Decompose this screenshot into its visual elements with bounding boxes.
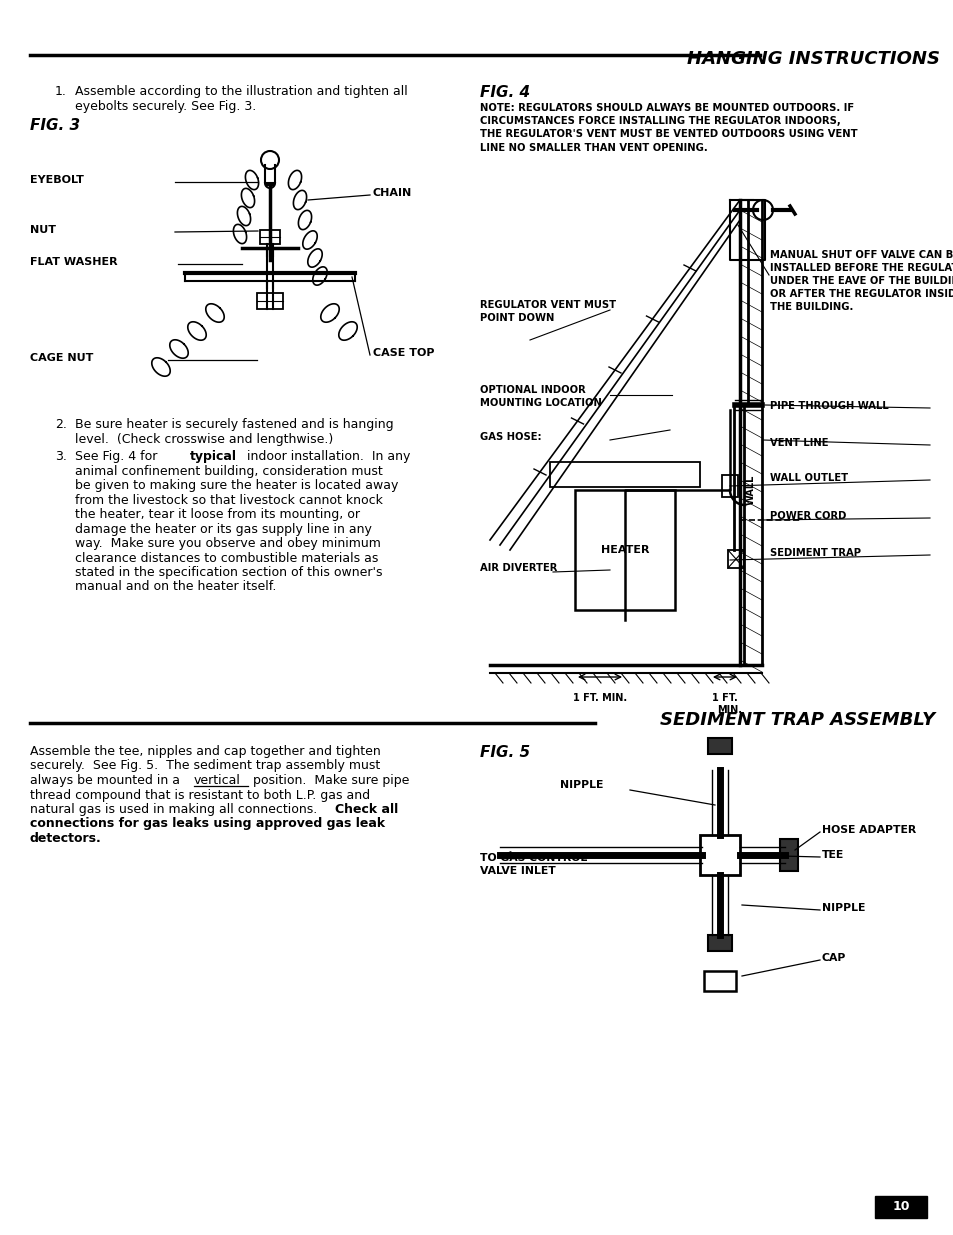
Text: OPTIONAL INDOOR: OPTIONAL INDOOR [479,385,585,395]
Text: eyebolts securely. See Fig. 3.: eyebolts securely. See Fig. 3. [75,100,256,112]
Text: CAP: CAP [821,953,845,963]
Bar [721,475,738,496]
Bar [700,835,740,876]
Text: FIG. 4: FIG. 4 [479,85,530,100]
Text: OR AFTER THE REGULATOR INSIDE: OR AFTER THE REGULATOR INSIDE [769,289,953,299]
Text: Be sure heater is securely fastened and is hanging: Be sure heater is securely fastened and … [75,417,394,431]
Text: VENT LINE: VENT LINE [769,438,827,448]
Circle shape [752,200,772,220]
Text: CASE TOP: CASE TOP [373,348,434,358]
Text: NIPPLE: NIPPLE [559,781,602,790]
Text: WALL: WALL [745,474,755,505]
Text: 3.: 3. [55,450,67,463]
Text: always be mounted in a: always be mounted in a [30,774,184,787]
Text: damage the heater or its gas supply line in any: damage the heater or its gas supply line… [75,522,372,536]
Text: TO GAS CONTROL: TO GAS CONTROL [479,853,587,863]
Text: NOTE: REGULATORS SHOULD ALWAYS BE MOUNTED OUTDOORS. IF
CIRCUMSTANCES FORCE INSTA: NOTE: REGULATORS SHOULD ALWAYS BE MOUNTE… [479,103,857,153]
Text: FIG. 5: FIG. 5 [479,745,530,760]
Bar [727,550,743,568]
Text: animal confinement building, consideration must: animal confinement building, considerati… [75,464,382,478]
Text: EYEBOLT: EYEBOLT [30,175,84,185]
Bar [780,839,797,871]
Text: WALL OUTLET: WALL OUTLET [769,473,847,483]
Text: SEDIMENT TRAP: SEDIMENT TRAP [769,548,861,558]
Text: INSTALLED BEFORE THE REGULATOR: INSTALLED BEFORE THE REGULATOR [769,263,953,273]
Text: vertical: vertical [193,774,240,787]
Text: typical: typical [190,450,236,463]
Text: UNDER THE EAVE OF THE BUILDING,: UNDER THE EAVE OF THE BUILDING, [769,275,953,287]
Bar [874,1195,926,1218]
Text: from the livestock so that livestock cannot knock: from the livestock so that livestock can… [75,494,382,506]
Text: connections for gas leaks using approved gas leak: connections for gas leaks using approved… [30,818,385,830]
Text: MOUNTING LOCATION: MOUNTING LOCATION [479,398,601,408]
Text: MIN.: MIN. [717,705,741,715]
Text: 2.: 2. [55,417,67,431]
Text: natural gas is used in making all connections.: natural gas is used in making all connec… [30,803,325,816]
Text: thread compound that is resistant to both L.P. gas and: thread compound that is resistant to bot… [30,788,370,802]
Bar [256,293,283,309]
Bar [550,462,700,487]
Text: VALVE INLET: VALVE INLET [479,866,556,876]
Text: 1 FT. MIN.: 1 FT. MIN. [573,693,626,703]
Text: AIR DIVERTER: AIR DIVERTER [479,563,557,573]
Text: 10: 10 [891,1200,909,1214]
Text: securely.  See Fig. 5.  The sediment trap assembly must: securely. See Fig. 5. The sediment trap … [30,760,380,773]
Text: stated in the specification section of this owner's: stated in the specification section of t… [75,566,382,579]
Text: THE BUILDING.: THE BUILDING. [769,303,853,312]
Text: POINT DOWN: POINT DOWN [479,312,554,324]
Text: clearance distances to combustible materials as: clearance distances to combustible mater… [75,552,378,564]
Text: Check all: Check all [335,803,397,816]
Text: the heater, tear it loose from its mounting, or: the heater, tear it loose from its mount… [75,508,359,521]
Text: 1 FT.: 1 FT. [711,693,737,703]
Text: Assemble the tee, nipples and cap together and tighten: Assemble the tee, nipples and cap togeth… [30,745,380,758]
Bar [703,971,735,990]
Text: MANUAL SHUT OFF VALVE CAN BE: MANUAL SHUT OFF VALVE CAN BE [769,249,953,261]
Bar [707,739,731,755]
Text: manual and on the heater itself.: manual and on the heater itself. [75,580,276,594]
Text: HOSE ADAPTER: HOSE ADAPTER [821,825,915,835]
Text: be given to making sure the heater is located away: be given to making sure the heater is lo… [75,479,398,492]
Text: detectors.: detectors. [30,832,102,845]
Text: 1.: 1. [55,85,67,98]
Text: FLAT WASHER: FLAT WASHER [30,257,117,267]
Text: See Fig. 4 for: See Fig. 4 for [75,450,161,463]
Text: POWER CORD: POWER CORD [769,511,845,521]
Bar [575,490,675,610]
Text: FIG. 3: FIG. 3 [30,119,80,133]
Text: way.  Make sure you observe and obey minimum: way. Make sure you observe and obey mini… [75,537,380,550]
Text: PIPE THROUGH WALL: PIPE THROUGH WALL [769,401,888,411]
Text: level.  (Check crosswise and lengthwise.): level. (Check crosswise and lengthwise.) [75,433,333,446]
Text: NUT: NUT [30,225,56,235]
Text: Assemble according to the illustration and tighten all: Assemble according to the illustration a… [75,85,407,98]
Text: TEE: TEE [821,850,843,860]
Text: CAGE NUT: CAGE NUT [30,353,93,363]
Text: indoor installation.  In any: indoor installation. In any [243,450,410,463]
Text: CHAIN: CHAIN [373,188,412,198]
Text: HEATER: HEATER [600,545,649,555]
Text: position.  Make sure pipe: position. Make sure pipe [249,774,409,787]
Text: REGULATOR VENT MUST: REGULATOR VENT MUST [479,300,616,310]
Text: SEDIMENT TRAP ASSEMBLY: SEDIMENT TRAP ASSEMBLY [659,711,934,729]
Bar [707,935,731,951]
Text: NIPPLE: NIPPLE [821,903,864,913]
Text: HANGING INSTRUCTIONS: HANGING INSTRUCTIONS [686,49,939,68]
Text: GAS HOSE:: GAS HOSE: [479,432,541,442]
Bar [260,230,280,245]
